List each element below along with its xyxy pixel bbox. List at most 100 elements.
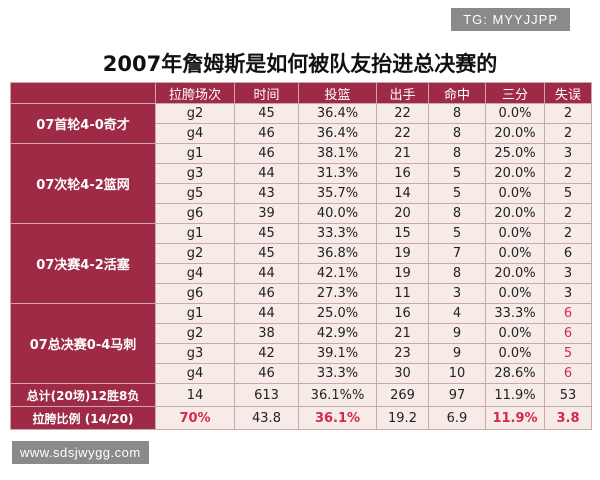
ratio-cell: 70% [155, 406, 235, 430]
table-cell: 40.0% [298, 203, 377, 224]
table-cell: 25.0% [298, 303, 377, 324]
table-row: g6 46 27.3% 11 3 0.0% 3 [11, 283, 592, 304]
table-cell: 5 [544, 183, 592, 204]
header-cell: 失误 [544, 82, 592, 104]
table-cell: 45 [234, 103, 299, 124]
table-body: 07首轮4-0奇才 g2 45 36.4% 22 8 0.0% 2 g4 46 36.4% 22 8 20… [10, 103, 592, 430]
table-cell: 21 [376, 143, 429, 164]
table-cell: 33.3% [485, 303, 545, 324]
table-cell: g6 [155, 283, 235, 304]
table-cell: 21 [376, 323, 429, 344]
table-cell: g4 [155, 363, 235, 384]
header-corner [10, 82, 156, 104]
table-cell: 6 [544, 363, 592, 384]
ratio-cell: 3.8 [544, 406, 592, 430]
table-cell: 42.1% [298, 263, 377, 284]
table-cell: 42 [234, 343, 299, 364]
table-cell: 2 [544, 163, 592, 184]
table-cell: 3 [544, 263, 592, 284]
table-cell: 42.9% [298, 323, 377, 344]
table-cell: 44 [234, 303, 299, 324]
table-cell: 23 [376, 343, 429, 364]
table-cell: 0.0% [485, 243, 545, 264]
table-cell: 2 [544, 223, 592, 244]
table-cell: g1 [155, 303, 235, 324]
table-cell: 33.3% [298, 223, 377, 244]
table-cell: g3 [155, 343, 235, 364]
table-cell: 38 [234, 323, 299, 344]
ratio-label: 拉胯比例 (14/20) [10, 406, 156, 430]
table-cell: 19 [376, 243, 429, 264]
table-cell: 31.3% [298, 163, 377, 184]
table-cell: 3 [544, 143, 592, 164]
table-cell: 33.3% [298, 363, 377, 384]
group-label: 07总决赛0-4马刺 [10, 303, 156, 384]
group-label: 07次轮4-2篮网 [10, 143, 156, 224]
table-cell: 6 [544, 243, 592, 264]
table-row: 07总决赛0-4马刺 g1 44 25.0% 16 4 33.3% 6 [10, 303, 592, 384]
ratio-cell: 43.8 [234, 406, 299, 430]
table-cell: 5 [544, 343, 592, 364]
table-cell: 45 [234, 243, 299, 264]
table-cell: 27.3% [298, 283, 377, 304]
table-cell: 8 [428, 103, 486, 124]
table-cell: 3 [428, 283, 486, 304]
table-cell: 5 [428, 223, 486, 244]
group-label: 07决赛4-2活塞 [10, 223, 156, 304]
header-cell: 拉胯场次 [155, 82, 235, 104]
total-cell: 613 [234, 383, 299, 407]
table-cell: g2 [155, 243, 235, 264]
ratio-cell: 6.9 [428, 406, 486, 430]
table-cell: g1 [155, 223, 235, 244]
table-row: 07决赛4-2活塞 g1 45 33.3% 15 5 0.0% 2 [10, 223, 592, 304]
table-cell: 8 [428, 143, 486, 164]
table-cell: 10 [428, 363, 486, 384]
ratio-cell: 19.2 [376, 406, 429, 430]
total-cell: 14 [155, 383, 235, 407]
table-cell: 20.0% [485, 163, 545, 184]
table-cell: 46 [234, 123, 299, 144]
table-cell: 35.7% [298, 183, 377, 204]
table-cell: 0.0% [485, 323, 545, 344]
table-cell: 28.6% [485, 363, 545, 384]
table-row: g4 46 36.4% 22 8 20.0% 2 [11, 123, 592, 144]
total-cell: 269 [376, 383, 429, 407]
header-cell: 时间 [234, 82, 299, 104]
header-cell: 三分 [485, 82, 545, 104]
group-label: 07首轮4-0奇才 [10, 103, 156, 144]
total-cell: 11.9% [485, 383, 545, 407]
ratio-cell: 36.1% [298, 406, 377, 430]
table-cell: 0.0% [485, 223, 545, 244]
table-cell: 36.8% [298, 243, 377, 264]
stats-table: 拉胯场次 时间 投篮 出手 命中 三分 失误 07首轮4-0奇才 g2 45 36.4… [10, 82, 592, 430]
page-title: 2007年詹姆斯是如何被队友抬进总决赛的 [102, 52, 498, 76]
table-cell: 45 [234, 223, 299, 244]
ratio-cell: 11.9% [485, 406, 545, 430]
table-cell: 2 [544, 123, 592, 144]
table-cell: g4 [155, 123, 235, 144]
table-cell: g2 [155, 323, 235, 344]
table-cell: 22 [376, 103, 429, 124]
total-row: 总计(20场)12胜8负 14 613 36.1%% 269 97 11.9% … [10, 383, 592, 407]
table-cell: 0.0% [485, 183, 545, 204]
table-row: 07首轮4-0奇才 g2 45 36.4% 22 8 0.0% 2 [10, 103, 592, 144]
table-cell: 6 [544, 303, 592, 324]
table-cell: 2 [544, 203, 592, 224]
table-cell: 25.0% [485, 143, 545, 164]
table-cell: g2 [155, 103, 235, 124]
table-cell: g1 [155, 143, 235, 164]
table-cell: g6 [155, 203, 235, 224]
table-cell: 22 [376, 123, 429, 144]
total-cell: 36.1%% [298, 383, 377, 407]
watermark-top: TG: MYYJJPP [451, 8, 570, 31]
ratio-row: 拉胯比例 (14/20) 70% 43.8 36.1% 19.2 6.9 11.… [10, 406, 592, 430]
table-cell: 8 [428, 263, 486, 284]
table-cell: 36.4% [298, 123, 377, 144]
table-row: g6 39 40.0% 20 8 20.0% 2 [11, 203, 592, 224]
table-cell: 5 [428, 183, 486, 204]
table-cell: 6 [544, 323, 592, 344]
table-cell: 9 [428, 323, 486, 344]
table-cell: 0.0% [485, 283, 545, 304]
table-cell: 39.1% [298, 343, 377, 364]
table-cell: 9 [428, 343, 486, 364]
